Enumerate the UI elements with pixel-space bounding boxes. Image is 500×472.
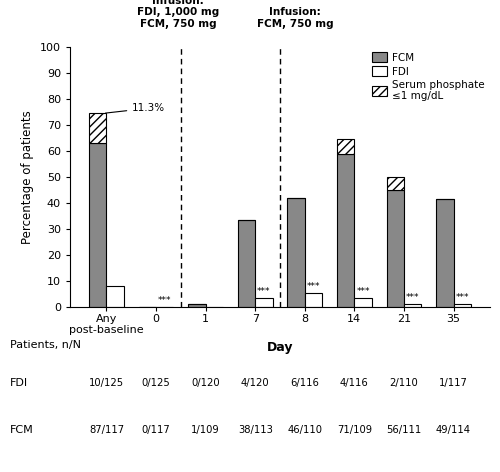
Bar	[238, 219, 255, 307]
Bar	[386, 177, 404, 190]
Text: Patients, n/N: Patients, n/N	[10, 340, 81, 350]
Text: ***: ***	[406, 293, 419, 302]
Text: 2/110: 2/110	[390, 378, 418, 388]
Text: Infusion:
FDI, 1,000 mg
FCM, 750 mg: Infusion: FDI, 1,000 mg FCM, 750 mg	[137, 0, 220, 29]
Bar	[89, 113, 106, 143]
X-axis label: Day: Day	[267, 341, 293, 354]
Bar	[106, 286, 124, 307]
Text: 10/125: 10/125	[89, 378, 124, 388]
Text: 49/114: 49/114	[436, 425, 471, 435]
Text: 4/120: 4/120	[241, 378, 270, 388]
Bar	[305, 293, 322, 307]
Bar	[188, 304, 206, 307]
Bar	[255, 298, 272, 307]
Text: ***: ***	[356, 287, 370, 296]
Text: 6/116: 6/116	[290, 378, 319, 388]
Text: 0/125: 0/125	[142, 378, 171, 388]
Text: ***: ***	[456, 294, 469, 303]
Bar	[386, 190, 404, 307]
Text: 1/109: 1/109	[191, 425, 220, 435]
Text: 71/109: 71/109	[337, 425, 372, 435]
Bar	[354, 298, 372, 307]
Text: Infusion:
FCM, 750 mg: Infusion: FCM, 750 mg	[256, 8, 333, 29]
Text: 46/110: 46/110	[288, 425, 322, 435]
Text: 4/116: 4/116	[340, 378, 369, 388]
Bar	[337, 139, 354, 154]
Text: 1/117: 1/117	[439, 378, 468, 388]
Text: FDI: FDI	[10, 378, 28, 388]
Text: ***: ***	[158, 296, 172, 305]
Bar	[404, 304, 421, 307]
Text: ***: ***	[257, 287, 270, 296]
Bar	[89, 143, 106, 307]
Text: 11.3%: 11.3%	[106, 103, 166, 113]
Bar	[454, 304, 471, 307]
Bar	[337, 154, 354, 307]
Text: 38/113: 38/113	[238, 425, 272, 435]
Text: FCM: FCM	[10, 425, 34, 435]
Text: 0/120: 0/120	[192, 378, 220, 388]
Text: 56/111: 56/111	[386, 425, 422, 435]
Text: 87/117: 87/117	[89, 425, 124, 435]
Text: 0/117: 0/117	[142, 425, 171, 435]
Text: ***: ***	[306, 282, 320, 291]
Bar	[288, 198, 305, 307]
Y-axis label: Percentage of patients: Percentage of patients	[22, 110, 35, 244]
Legend: FCM, FDI, Serum phosphate
≤1 mg/dL: FCM, FDI, Serum phosphate ≤1 mg/dL	[372, 52, 485, 101]
Bar	[436, 199, 454, 307]
